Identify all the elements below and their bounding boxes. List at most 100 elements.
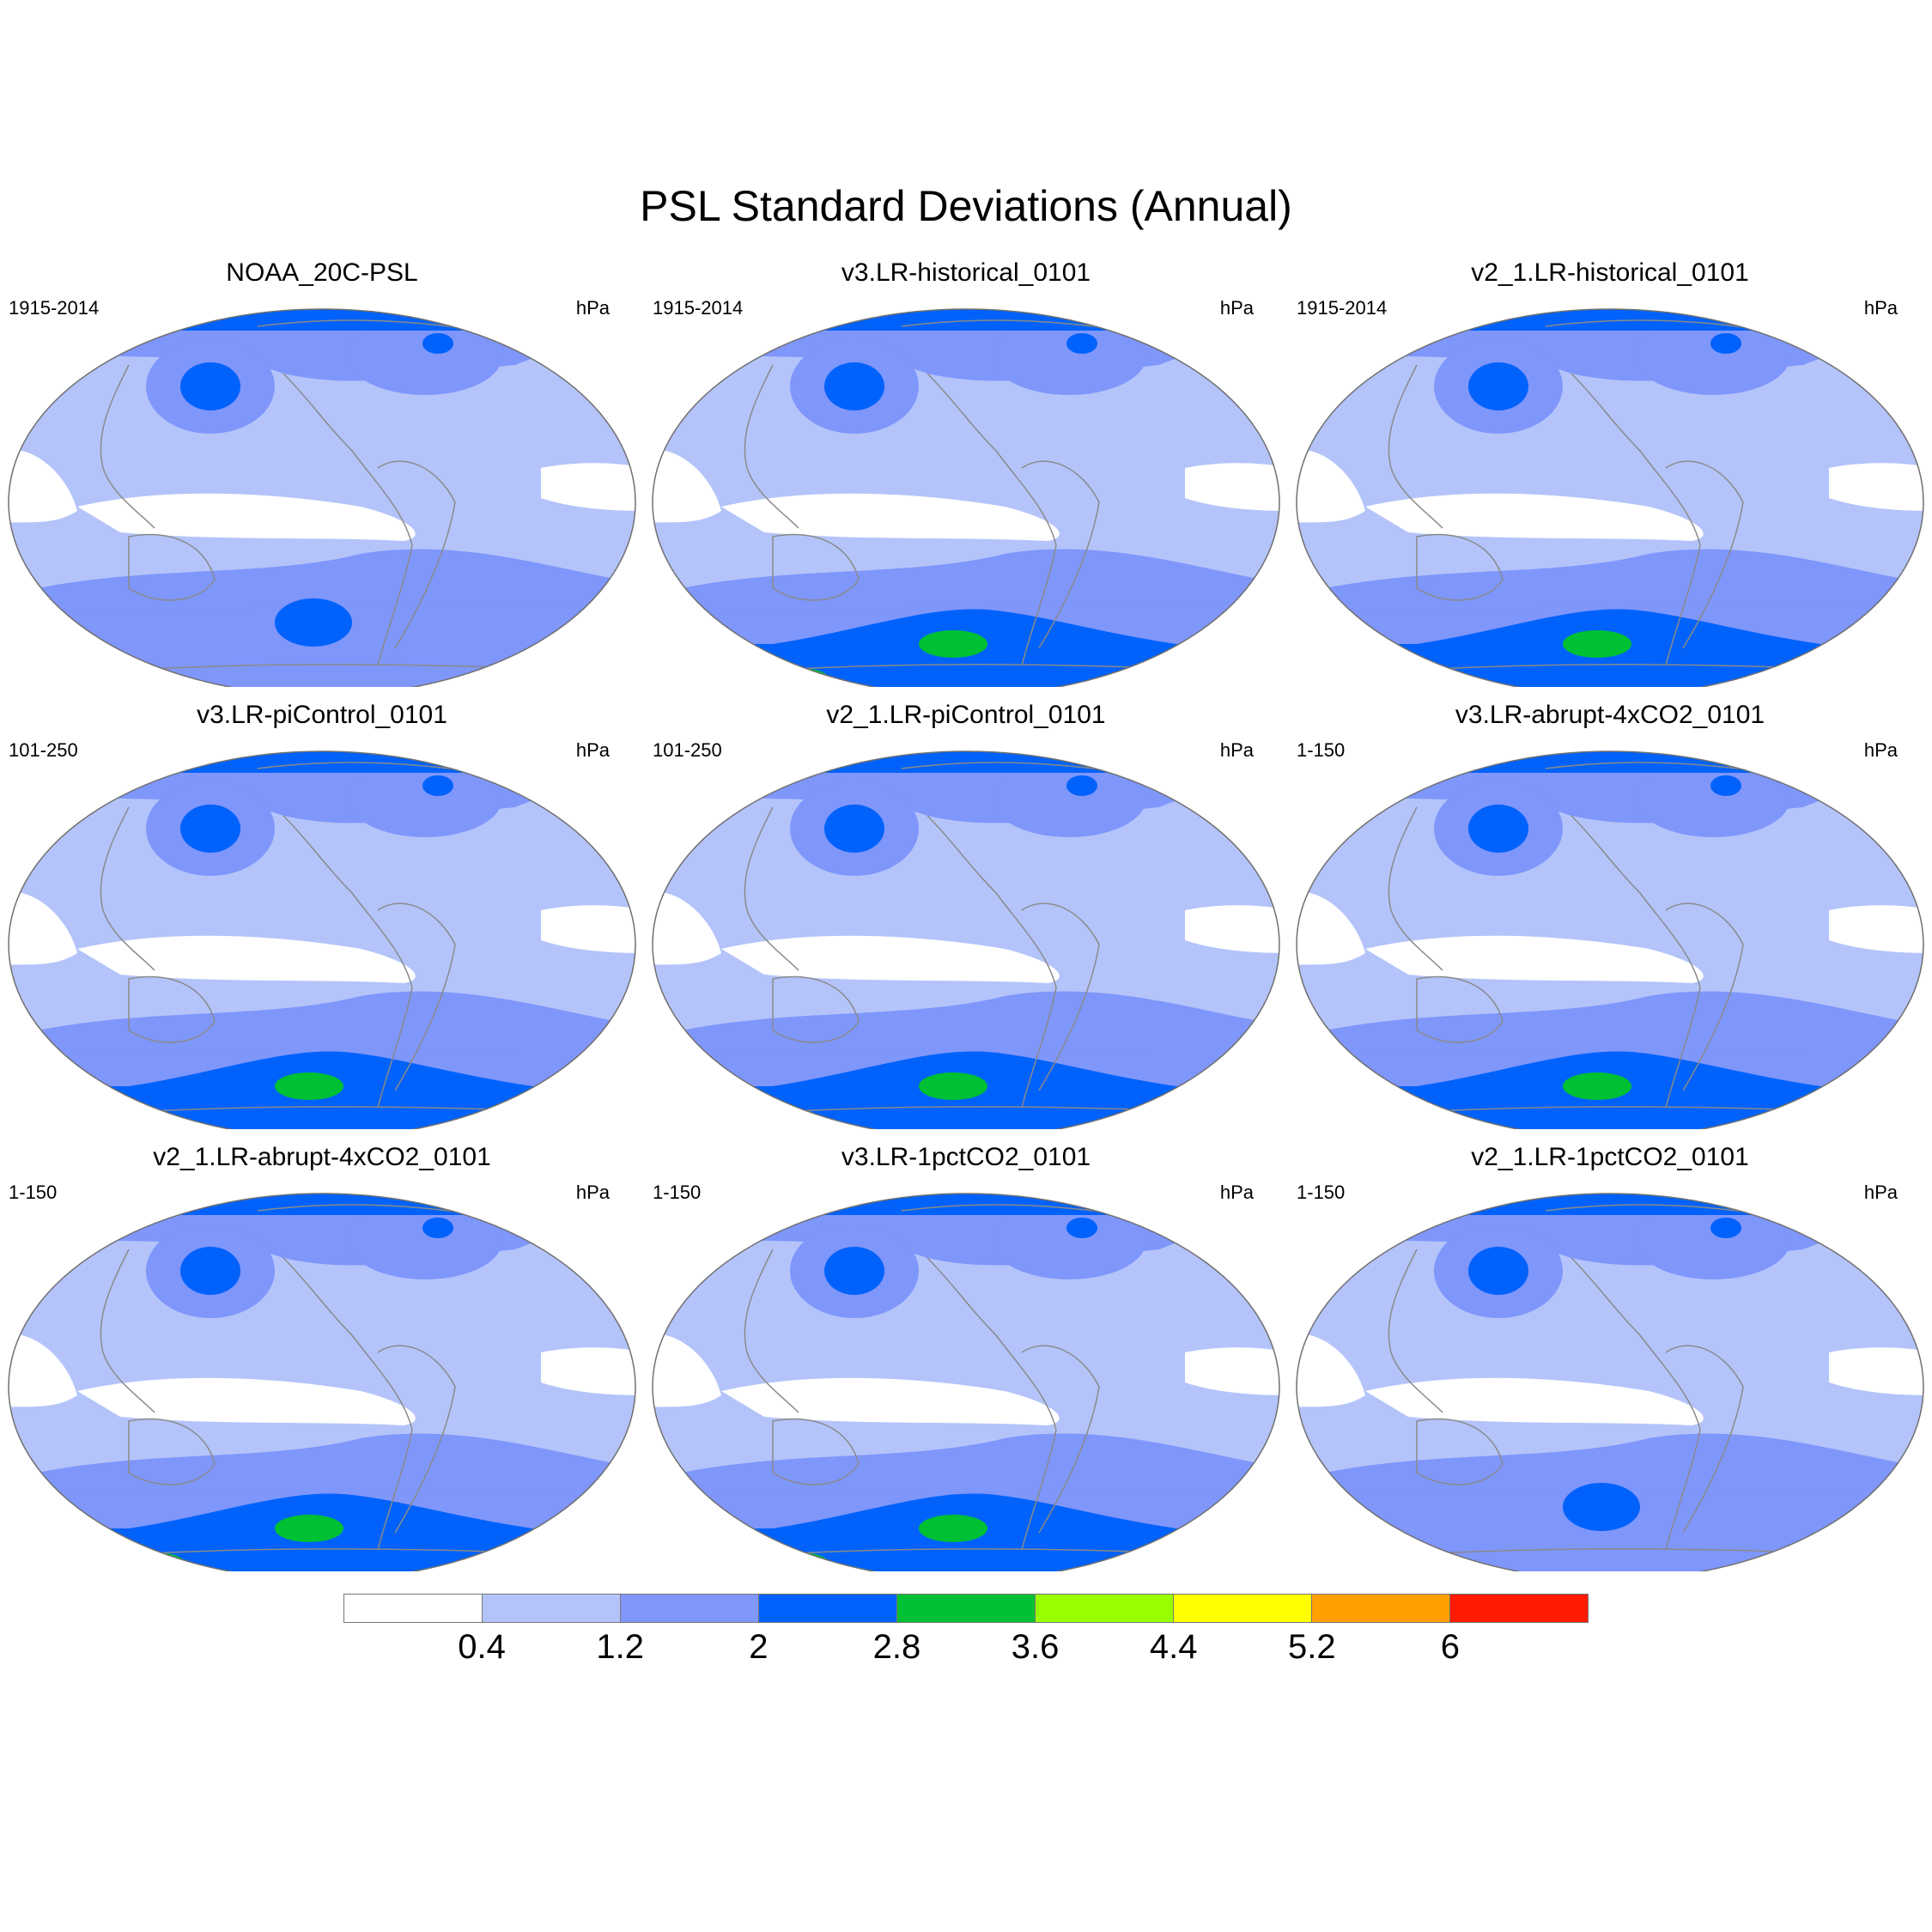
robinson-map [8,1193,636,1571]
north-atlantic-high-variance [1636,1202,1790,1279]
southern-ocean-core [275,598,352,647]
contour-fill-tropical-africa [653,891,721,966]
coastline-americas-west [927,373,1057,666]
contour-fill-tropical-africa [9,449,77,524]
contour-fill-tropical-pacific [77,935,416,983]
panel-units: hPa [1219,739,1254,761]
colorbar-box [1312,1595,1450,1622]
colorbar-tick-label: 5.2 [1287,1628,1336,1666]
aleutian-low-core [824,362,884,410]
map-panel: v2_1.LR-piControl_0101 101-250 hPa [644,700,1288,1129]
contour-fill-1.2-2-south-edge [653,991,1279,1052]
contour-fill-tropical-indian [541,905,635,953]
panel-period: 101-250 [653,739,722,761]
colorbar-box [897,1595,1036,1622]
map-outline [1296,1193,1924,1571]
coastline-asia-east [1388,1249,1443,1413]
icelandic-low-core [1066,333,1097,354]
map-outline [8,750,636,1129]
panel-title: v3.LR-abrupt-4xCO2_0101 [1455,701,1765,729]
map-outline [652,750,1280,1129]
panel-period: 1915-2014 [9,297,100,319]
coastline-australia [1416,533,1504,601]
contour-fill-2.8-3.6-core [275,1515,343,1542]
contour-fill-1.2-2-south-edge [1297,549,1923,610]
figure-title: PSL Standard Deviations (Annual) [640,182,1292,230]
contour-fill-2-2.8-arctic [1297,309,1923,331]
contour-fill-2-2.8-arctic [653,309,1279,331]
aleutian-low-core [1468,362,1528,410]
colorbar-box [759,1595,897,1622]
coastline-australia [772,975,860,1043]
contour-fill-1.2-2-south-edge [1297,1433,1923,1494]
colorbar-tick-label: 0.4 [458,1628,506,1666]
colorbar-tick-label: 4.4 [1149,1628,1198,1666]
contour-fill-tropical-indian [1829,463,1923,511]
contour-fill-2-2.8-arctic [653,1194,1279,1215]
north-atlantic-high-variance [1636,318,1790,395]
contour-fill-tropical-indian [1829,1347,1923,1395]
contour-fill-2.8-3.6-core [1563,630,1631,658]
contour-fill-tropical-indian [1829,905,1923,953]
coastline-asia-east [744,364,799,529]
panel-period: 1-150 [1297,1182,1346,1203]
colorbar-tick-label: 2 [749,1628,769,1666]
panel-title: v2_1.LR-historical_0101 [1471,258,1749,287]
panel-period: 101-250 [9,739,78,761]
contour-fill-1.2-2-south-edge [653,549,1279,610]
contour-fill-2.8-3.6-core [919,630,987,658]
icelandic-low-core [1710,333,1741,354]
panel-title: v3.LR-piControl_0101 [197,701,447,729]
aleutian-low-core [1468,1247,1528,1295]
coastline-americas-west [927,1257,1057,1551]
contour-fill-2-2.8-arctic [1297,1194,1923,1215]
coastline-americas-west [1571,1257,1701,1551]
contour-fill-2-2.8-southern-ocean [129,1493,532,1528]
coastline-americas-west [283,815,413,1109]
coastline-south-america-east [1665,1345,1744,1534]
coastline-australia [772,1418,860,1485]
contour-fill-2-2.8-arctic [653,751,1279,773]
panel-period: 1-150 [653,1182,702,1203]
robinson-map [1296,308,1924,687]
map-panel: v2_1.LR-1pctCO2_0101 1-150 hPa [1288,1142,1932,1571]
panel-period: 1-150 [1297,739,1346,761]
contour-fill-tropical-pacific [721,935,1060,983]
north-atlantic-high-variance [1636,760,1790,837]
coastline-americas-west [1571,373,1701,666]
coastline-australia [128,975,216,1043]
coastline-south-america-east [377,902,456,1091]
contour-fill-tropical-indian [541,463,635,511]
map-panel-grid: NOAA_20C-PSL 1915-2014 hPa v3.LR-historical… [8,258,1932,1571]
contour-fill-2.8-3.6-core [1563,1072,1631,1100]
panel-title: v2_1.LR-1pctCO2_0101 [1471,1143,1749,1171]
contour-fill-tropical-pacific [77,493,416,541]
contour-fill-2-2.8-arctic [9,1194,635,1215]
coastline-south-america-east [1021,1345,1100,1534]
coastline-asia-east [100,1249,155,1413]
map-outline [1296,308,1924,687]
panel-title: v2_1.LR-abrupt-4xCO2_0101 [153,1143,491,1171]
north-atlantic-high-variance [992,760,1146,837]
coastline-australia [128,533,216,601]
colorbar-box [344,1595,483,1622]
robinson-map [652,308,1280,687]
map-panel: v2_1.LR-historical_0101 1915-2014 hPa [1288,258,1932,687]
coastline-asia-east [1388,364,1443,529]
colorbar-tick-label: 1.2 [596,1628,645,1666]
contour-fill-tropical-africa [9,891,77,966]
contour-fill-2-2.8-southern-ocean [773,1051,1176,1086]
contour-fill-tropical-indian [1185,463,1279,511]
robinson-map [1296,1193,1924,1571]
panel-units: hPa [575,297,610,319]
contour-fill-tropical-indian [541,1347,635,1395]
panel-title: v3.LR-historical_0101 [841,258,1091,287]
contour-fill-2-2.8-southern-ocean [1417,609,1820,644]
contour-fill-tropical-africa [1297,1334,1365,1408]
aleutian-low-core [180,1247,240,1295]
colorbar-box [483,1595,621,1622]
coastline-asia-east [100,364,155,529]
panel-units: hPa [1219,297,1254,319]
contour-fill-tropical-pacific [721,493,1060,541]
contour-fill-2-2.8-arctic [9,309,635,331]
